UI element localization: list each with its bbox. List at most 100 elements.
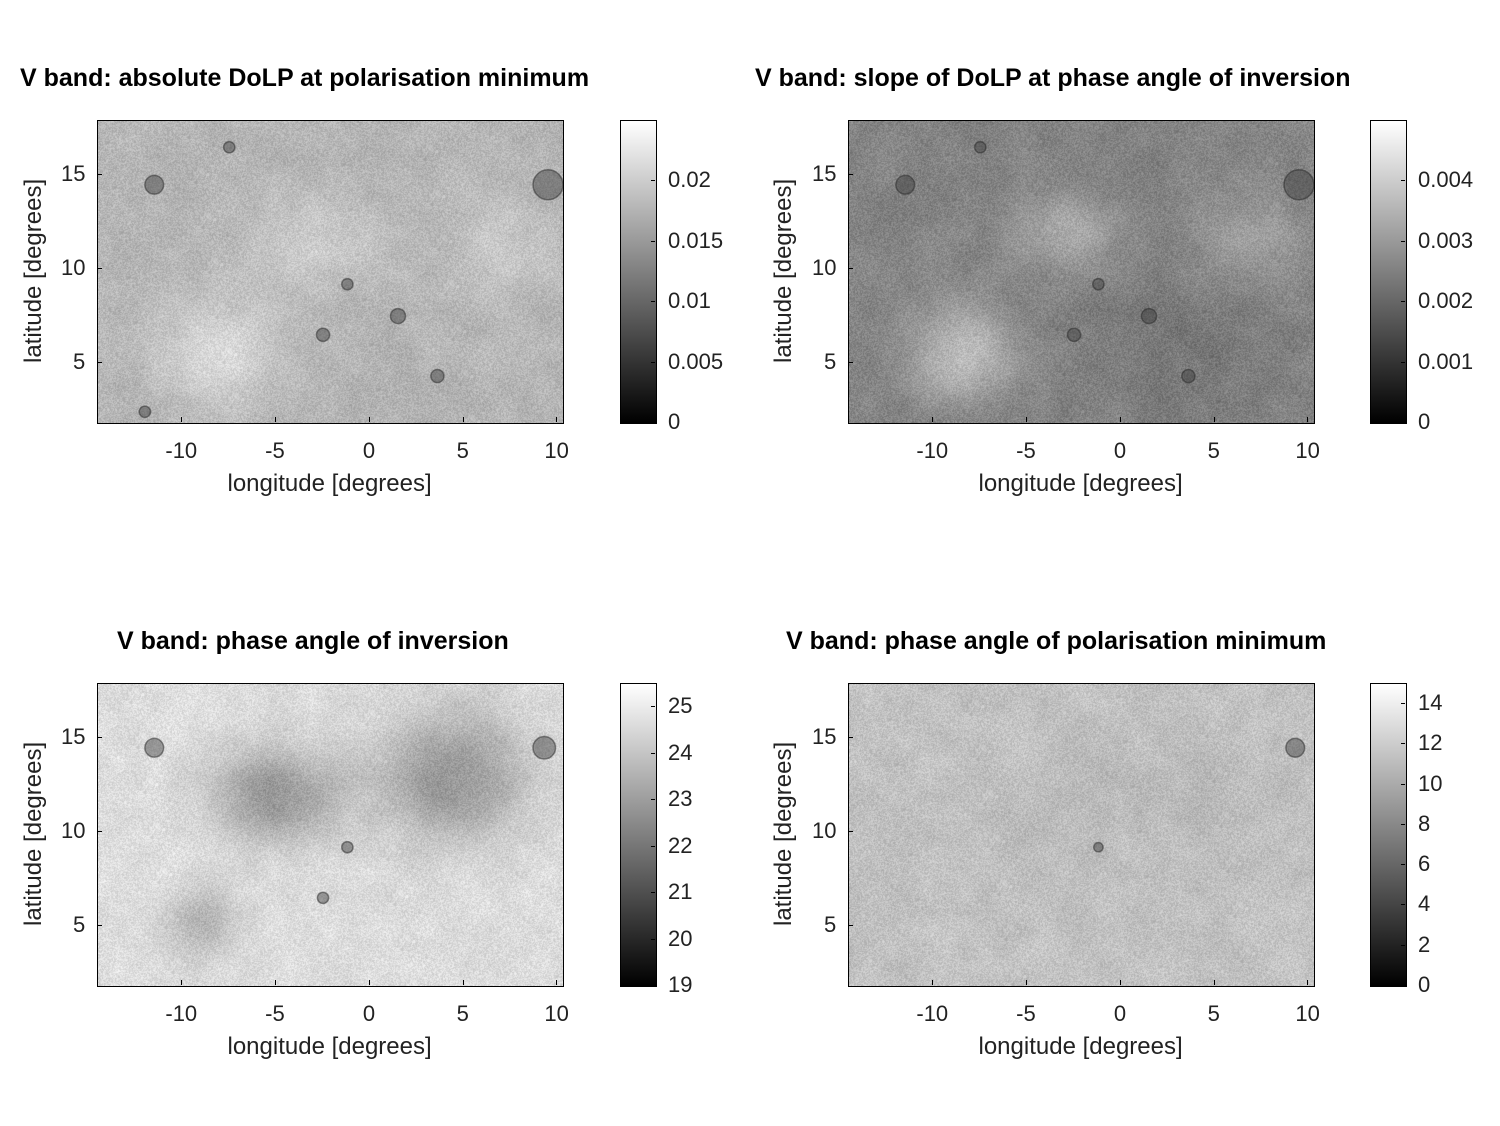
crater-mark [1181, 368, 1196, 384]
x-tick-label: -10 [165, 438, 198, 463]
colorbar-tick-mark [1401, 361, 1405, 363]
y-tick-label: 15 [812, 724, 837, 750]
x-tick-mark [932, 980, 934, 985]
crater-overlay [895, 140, 1314, 384]
y-axis-label: latitude [degrees] [20, 741, 47, 926]
x-tick-mark [368, 980, 370, 985]
colorbar-tick-mark [1401, 823, 1405, 825]
x-tick-label: 0 [362, 438, 376, 463]
colorbar-tick-label: 10 [1418, 770, 1443, 796]
colorbar [1370, 120, 1407, 424]
y-axis-label: latitude [degrees] [20, 178, 47, 363]
x-tick-mark [462, 417, 464, 422]
x-tick-mark [181, 417, 183, 422]
x-tick-label: 5 [456, 1001, 469, 1026]
crater-mark [1285, 737, 1306, 758]
x-tick-label: -5 [1016, 1001, 1036, 1026]
y-tick-mark [848, 268, 853, 270]
colorbar [1370, 683, 1407, 987]
colorbar [620, 120, 657, 424]
colorbar-tick-label: 19 [668, 972, 693, 997]
colorbar-tick-mark [651, 892, 655, 894]
colorbar-tick-label: 21 [668, 879, 693, 905]
y-axis-label: latitude [degrees] [770, 741, 797, 926]
x-tick-label: 0 [362, 1001, 376, 1026]
crater-mark [315, 327, 331, 343]
x-tick-mark [1213, 980, 1215, 985]
y-tick-label: 5 [824, 348, 837, 374]
heatmap-plot [97, 120, 564, 424]
colorbar-tick-mark [651, 985, 655, 986]
heatmap-plot [848, 120, 1315, 424]
x-tick-mark [462, 980, 464, 985]
heatmap-image [98, 121, 563, 423]
colorbar-tick-mark [651, 240, 655, 242]
y-tick-mark [848, 737, 853, 739]
crater-mark [1283, 169, 1314, 201]
colorbar-tick-label: 0.01 [668, 288, 711, 314]
crater-mark [341, 840, 354, 854]
colorbar-tick-mark [651, 938, 655, 940]
chart-title: V band: slope of DoLP at phase angle of … [755, 64, 1351, 92]
colorbar-tick-mark [651, 706, 655, 708]
crater-mark [895, 174, 916, 195]
y-tick-label: 15 [812, 161, 837, 187]
y-tick-label: 5 [824, 911, 837, 937]
colorbar-tick-mark [651, 845, 655, 847]
y-tick-mark [97, 737, 102, 739]
x-tick-label: 5 [1207, 438, 1220, 463]
crater-mark [222, 140, 236, 154]
crater-mark [144, 174, 165, 195]
x-tick-mark [275, 980, 277, 985]
colorbar-tick-mark [651, 752, 655, 754]
crater-mark [138, 405, 152, 419]
colorbar-tick-label: 24 [668, 739, 693, 765]
x-tick-label: 10 [1295, 438, 1320, 463]
crater-overlay [1092, 737, 1306, 853]
y-tick-mark [97, 174, 102, 176]
x-tick-label: 10 [544, 1001, 569, 1026]
heatmap-image [98, 684, 563, 986]
colorbar-tick-label: 0.003 [1418, 227, 1474, 253]
x-tick-mark [1119, 417, 1121, 422]
crater-mark [430, 368, 445, 384]
x-tick-mark [368, 417, 370, 422]
y-tick-label: 5 [73, 348, 86, 374]
y-tick-mark [848, 924, 853, 926]
x-tick-label: -5 [265, 1001, 285, 1026]
crater-mark [389, 307, 407, 325]
x-tick-mark [1213, 417, 1215, 422]
x-axis-label: longitude [degrees] [978, 470, 1183, 497]
colorbar-tick-label: 0.005 [668, 348, 724, 374]
colorbar-tick-mark [1401, 944, 1405, 946]
heatmap-image [849, 121, 1314, 423]
crater-overlay [138, 140, 563, 419]
crater-mark [532, 169, 563, 201]
y-tick-label: 15 [61, 161, 86, 187]
x-tick-label: -10 [916, 1001, 949, 1026]
y-tick-mark [848, 361, 853, 363]
colorbar-tick-label: 4 [1418, 891, 1431, 917]
x-tick-mark [1026, 417, 1028, 422]
x-tick-mark [275, 417, 277, 422]
y-tick-label: 10 [812, 255, 837, 281]
colorbar-tick-mark [1401, 703, 1405, 705]
colorbar-tick-label: 8 [1418, 810, 1431, 836]
colorbar-tick-label: 0 [668, 409, 681, 434]
colorbar [620, 683, 657, 987]
colorbar-tick-mark [1401, 240, 1405, 242]
y-tick-mark [848, 174, 853, 176]
colorbar-tick-mark [1401, 864, 1405, 866]
chart-title: V band: absolute DoLP at polarisation mi… [20, 64, 590, 92]
colorbar-tick-label: 25 [668, 693, 693, 719]
colorbar-tick-label: 20 [668, 925, 693, 951]
colorbar-tick-label: 14 [1418, 690, 1443, 716]
colorbar-tick-mark [1401, 985, 1405, 986]
colorbar-tick-mark [1401, 904, 1405, 906]
colorbar-tick-mark [1401, 180, 1405, 182]
x-tick-label: 5 [1207, 1001, 1220, 1026]
crater-mark [1092, 277, 1105, 291]
crater-mark [532, 735, 557, 760]
colorbar-tick-mark [651, 422, 655, 423]
colorbar-tick-mark [1401, 422, 1405, 423]
